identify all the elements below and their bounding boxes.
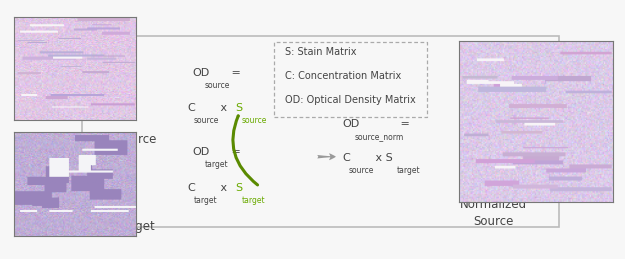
Text: OD: OD <box>192 68 209 78</box>
Text: x: x <box>217 183 230 193</box>
Text: C: C <box>342 153 350 163</box>
Text: target: target <box>242 196 266 205</box>
Text: x S: x S <box>372 153 392 163</box>
Text: =: = <box>228 147 241 157</box>
Text: Source: Source <box>116 133 156 146</box>
Text: C: C <box>187 183 195 193</box>
Text: Normalized
Source: Normalized Source <box>460 198 528 228</box>
Text: =: = <box>398 119 410 129</box>
Text: S: Stain Matrix: S: Stain Matrix <box>286 47 357 57</box>
Text: source: source <box>193 116 219 125</box>
Text: target: target <box>397 166 421 175</box>
Text: C: C <box>187 103 195 113</box>
Text: S: S <box>236 183 242 193</box>
Text: S: S <box>236 103 242 113</box>
Text: C: Concentration Matrix: C: Concentration Matrix <box>286 71 402 81</box>
Text: target: target <box>204 160 228 169</box>
Text: source: source <box>242 116 268 125</box>
Text: x: x <box>217 103 230 113</box>
Text: source_norm: source_norm <box>355 132 404 141</box>
FancyBboxPatch shape <box>82 36 559 227</box>
FancyBboxPatch shape <box>274 42 427 117</box>
Text: OD: OD <box>192 147 209 157</box>
Text: target: target <box>193 196 217 205</box>
FancyArrowPatch shape <box>233 116 258 185</box>
Text: Target: Target <box>118 220 154 233</box>
Text: source: source <box>204 81 230 90</box>
Text: source: source <box>348 166 374 175</box>
FancyArrowPatch shape <box>318 153 336 160</box>
Text: =: = <box>228 68 241 78</box>
Text: OD: Optical Density Matrix: OD: Optical Density Matrix <box>286 95 416 105</box>
Text: OD: OD <box>342 119 359 129</box>
